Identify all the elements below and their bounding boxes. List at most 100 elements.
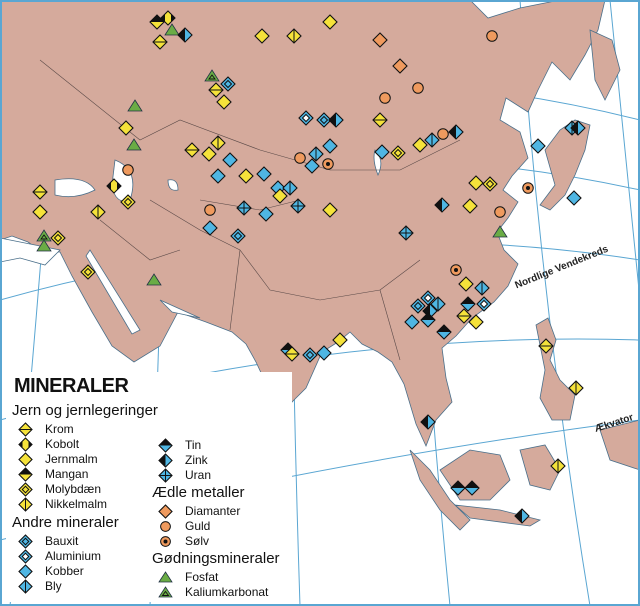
jern-marker-icon [412,137,428,153]
fosfat-marker-icon [126,138,142,151]
mangan-marker-icon [18,467,33,482]
kalium-marker-icon [204,69,220,82]
diamant-marker-icon [392,58,408,74]
kobber-marker-icon [374,144,390,160]
zink-marker-icon [434,197,450,213]
kobber-marker-icon [322,138,338,154]
legend-item-label: Molybdæn [45,482,102,496]
tin-marker-icon [464,480,480,496]
krom-marker-icon [32,184,48,200]
krom-marker-icon [456,308,472,324]
legend-item-kobber: Kobber [18,564,84,579]
land-mass [539,119,591,211]
kobber-marker-icon [566,190,582,206]
fosfat-marker-icon [164,23,180,36]
kobolt-marker-icon [18,437,33,452]
land-mass [599,419,640,471]
zink-marker-icon [158,453,173,468]
alu-marker-icon [298,110,314,126]
krom-marker-icon [152,34,168,50]
bly-marker-icon [282,180,298,196]
kalium-marker-icon [158,586,173,598]
nikkel-marker-icon [210,135,226,151]
legend-item-alu: Aluminium [18,549,101,564]
fosfat-marker-icon [146,273,162,286]
uran-marker-icon [290,198,306,214]
nikkel-marker-icon [286,28,302,44]
jern-marker-icon [458,276,474,292]
legend-item-jern: Jernmalm [18,452,98,467]
land-mass [453,504,542,527]
zink-marker-icon [514,508,530,524]
legend-item-krom: Krom [18,422,74,437]
guld-marker-icon [412,82,424,94]
legend-item-kobolt: Kobolt [18,437,79,452]
kobber-marker-icon [256,166,272,182]
guld-marker-icon [160,521,171,532]
legend-heading: Ædle metaller [152,484,245,501]
legend-heading: Andre mineraler [12,514,119,531]
guld-marker-icon [437,128,449,140]
legend-item-label: Uran [185,468,212,482]
legend-item-bly: Bly [18,579,62,594]
jern-marker-icon [322,14,338,30]
zink-marker-icon [177,27,193,43]
legend-item-label: Bauxit [45,534,79,548]
kobber-marker-icon [258,206,274,222]
krom-marker-icon [184,142,200,158]
jern-marker-icon [462,198,478,214]
jern-marker-icon [332,332,348,348]
country-border [379,289,401,361]
legend-item-label: Bly [45,579,62,593]
jern-marker-icon [468,175,484,191]
legend-item-diamant: Diamanter [158,504,240,519]
bauxit-marker-icon [18,534,33,549]
legend-item-label: Nikkelmalm [45,497,108,511]
bly-marker-icon [18,579,33,594]
bly-marker-icon [308,146,324,162]
aral-sea [167,179,179,191]
zink-marker-icon [420,414,436,430]
kobber-marker-icon [210,168,226,184]
red-sea [85,249,141,335]
graticule-line [609,0,640,301]
legend-item-label: Krom [45,422,74,436]
solv-marker-icon [160,536,171,547]
fosfat-marker-icon [492,225,508,238]
legend-item-molyb: Molybdæn [18,482,101,497]
krom-marker-icon [538,338,554,354]
uran-marker-icon [398,225,414,241]
kobber-marker-icon [18,564,33,579]
mangan-marker-icon [149,14,165,30]
legend-item-mangan: Mangan [18,467,88,482]
legend-item-label: Sølv [185,534,209,548]
solv-marker-icon [522,182,534,194]
bly-marker-icon [430,296,446,312]
black-sea [54,178,96,198]
molyb-marker-icon [120,194,136,210]
legend-item-nikkel: Nikkelmalm [18,497,107,512]
kobber-marker-icon [316,345,332,361]
uran-marker-icon [236,200,252,216]
krom-marker-icon [284,346,300,362]
diamant-marker-icon [158,504,173,519]
legend-item-label: Kobber [45,564,84,578]
guld-marker-icon [494,206,506,218]
molyb-marker-icon [390,145,406,161]
jern-marker-icon [216,94,232,110]
fosfat-marker-icon [127,99,143,112]
molyb-marker-icon [482,176,498,192]
alu-marker-icon [420,290,436,306]
zink-marker-icon [448,124,464,140]
mediterranean-sea [0,237,61,266]
legend-item-label: Jernmalm [45,452,98,466]
guld-marker-icon [379,92,391,104]
legend-item-label: Guld [185,519,211,533]
fosfat-marker-icon [36,239,52,252]
tin-marker-icon [158,438,173,453]
nikkel-marker-icon [568,380,584,396]
country-border [199,199,301,211]
diamant-marker-icon [372,32,388,48]
